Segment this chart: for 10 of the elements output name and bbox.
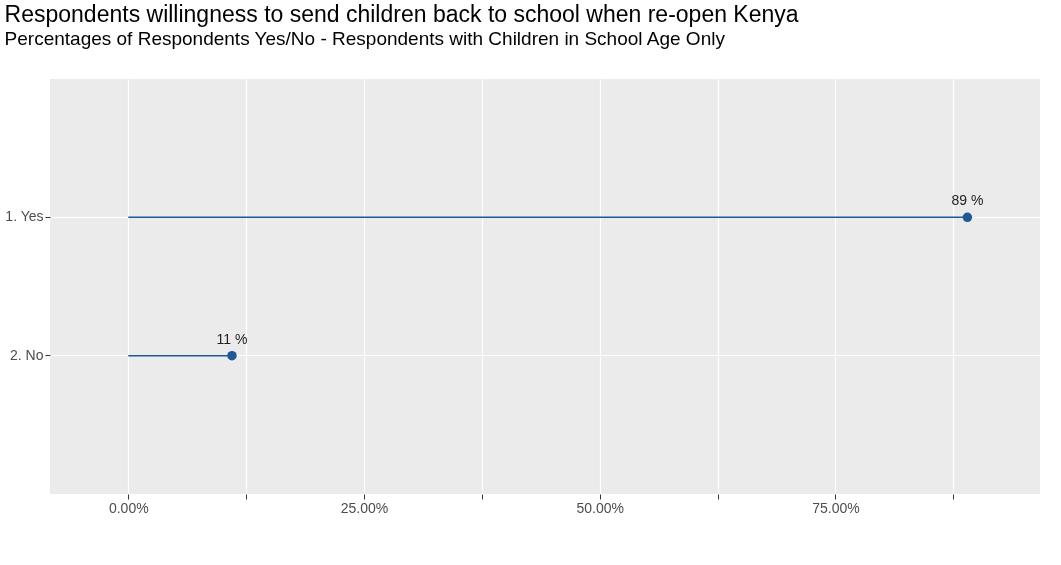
chart-subtitle: Percentages of Respondents Yes/No - Respondents with Children in School Age Only <box>4 28 726 49</box>
y-tick-label: 2. No <box>10 346 44 363</box>
data-label: 89 % <box>951 192 984 209</box>
chart-title: Respondents willingness to send children back to school when re-open Kenya <box>4 1 799 27</box>
x-tick-label: 25.00% <box>340 499 389 516</box>
data-label: 11 % <box>216 330 248 347</box>
y-tick-label: 1. Yes <box>5 208 44 225</box>
x-tick-label: 75.00% <box>812 499 860 516</box>
x-tick-label: 0.00% <box>108 499 149 516</box>
x-tick-label: 50.00% <box>576 499 624 516</box>
